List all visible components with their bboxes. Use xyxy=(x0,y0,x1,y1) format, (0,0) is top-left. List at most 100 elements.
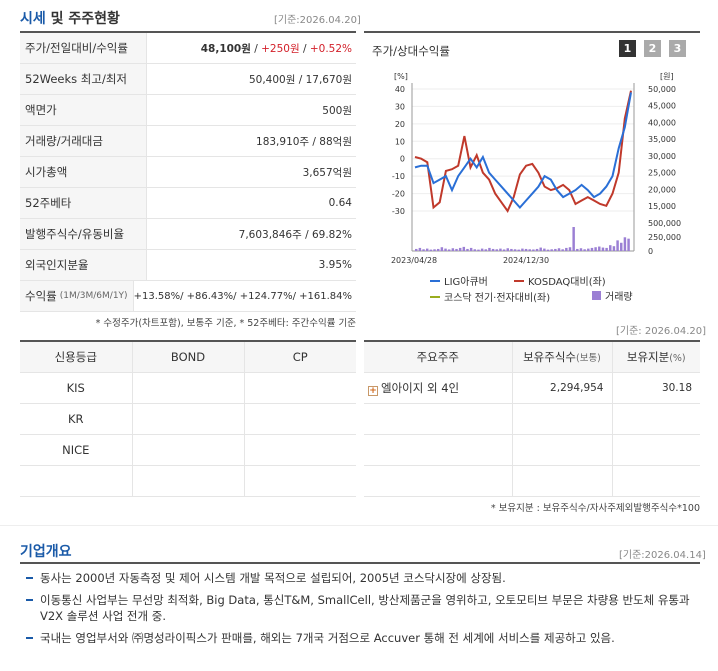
quote-value: 3,657억원 xyxy=(302,166,352,179)
volume-bar xyxy=(455,248,458,251)
quote-row-marketcap: 시가총액 3,657억원 xyxy=(20,157,356,188)
section-title-market: 시세 및 주주현황 xyxy=(20,8,120,28)
table-row xyxy=(364,433,700,466)
quote-label: 액면가 xyxy=(20,95,147,125)
section-divider xyxy=(0,525,718,526)
overview-title: 기업개요 xyxy=(20,544,72,560)
market-as-of: [기준:2026.04.20] xyxy=(274,15,361,26)
chart-tab-3[interactable]: 3 xyxy=(669,40,686,57)
expand-plus-icon[interactable]: + xyxy=(368,385,378,396)
right-tick-label: 45,000 xyxy=(648,102,676,111)
table-row: + 엘아이지 외 4인 2,294,954 30.18 xyxy=(364,371,700,404)
credit-header: CP xyxy=(243,340,356,373)
volume-bar xyxy=(572,227,575,251)
credit-header: 신용등급 xyxy=(20,340,133,373)
holder-shares: 2,294,954 xyxy=(511,371,613,404)
left-tick-label: -10 xyxy=(392,172,405,181)
right-tick-label: 35,000 xyxy=(648,135,676,144)
legend-kosdaq: KOSDAQ대비(좌) xyxy=(528,276,606,288)
chart-tab-2[interactable]: 2 xyxy=(644,40,661,57)
volume-tick-label: 500,000 xyxy=(648,219,681,228)
credit-cp xyxy=(243,433,356,466)
volume-bar xyxy=(561,249,564,251)
volume-bar xyxy=(506,248,509,251)
left-tick-label: 10 xyxy=(395,137,405,146)
volume-bar xyxy=(546,249,550,251)
chart-panel: 주가/상대수익률 1 2 3 [%] [원] 40 30 20 10 0 -10 -20 -30 5… xyxy=(364,31,700,310)
volume-bar xyxy=(623,237,627,251)
quote-value: 3.95% xyxy=(318,259,352,271)
holders-header: 주요주주 xyxy=(364,340,513,373)
volume-bar xyxy=(616,240,619,251)
volume-bar xyxy=(554,248,557,251)
quote-value: 0.64 xyxy=(328,197,352,209)
volume-bar xyxy=(543,248,546,251)
holders-header: 보유지분(%) xyxy=(611,340,700,373)
quote-row-foreign: 외국인지분율 3.95% xyxy=(20,250,356,281)
volume-bar xyxy=(612,246,616,251)
quote-value: 48,100원 / +250원 / +0.52% xyxy=(200,42,352,55)
volume-bar xyxy=(462,246,466,251)
table-row xyxy=(364,464,700,497)
left-axis-unit: [%] xyxy=(394,72,408,81)
volume-bar xyxy=(565,247,568,251)
volume-bar xyxy=(510,248,513,251)
legend-sector: 코스닥 전기·전자대비(좌) xyxy=(444,292,550,304)
holder-name-cell[interactable]: + 엘아이지 외 4인 xyxy=(364,371,513,404)
credit-agency: NICE xyxy=(20,433,133,466)
section-title-main: 시세 xyxy=(20,11,46,27)
credit-bond xyxy=(131,433,245,466)
volume-bar xyxy=(579,248,583,251)
volume-bar xyxy=(429,249,433,251)
volume-bar xyxy=(433,249,436,251)
volume-bar xyxy=(499,248,502,251)
quote-label: 52주베타 xyxy=(20,188,147,218)
volume-bar xyxy=(491,248,495,251)
x-tick-label: 2024/12/30 xyxy=(503,256,549,265)
right-tick-label: 50,000 xyxy=(648,85,676,94)
list-item: 이동통신 사업부는 무선망 최적화, Big Data, 통신T&M, Smal… xyxy=(20,592,700,624)
right-tick-label: 30,000 xyxy=(648,152,676,161)
left-tick-label: 0 xyxy=(400,155,405,164)
credit-rating-table: 신용등급 BOND CP KIS KR NICE xyxy=(20,340,356,497)
volume-bar xyxy=(415,248,418,251)
quote-row-returns: 수익률 (1M/3M/6M/1Y) +13.58%/ +86.43%/ +124.… xyxy=(20,281,356,312)
price-change: +250원 xyxy=(261,42,300,55)
legend-stock: LIG아큐버 xyxy=(444,276,488,288)
quote-label: 수익률 (1M/3M/6M/1Y) xyxy=(20,281,134,311)
holders-header: 보유주식수(보통) xyxy=(511,340,613,373)
volume-bar xyxy=(550,249,553,251)
quote-row-52w: 52Weeks 최고/최저 50,400원 / 17,670원 xyxy=(20,64,356,95)
volume-bar xyxy=(528,249,531,251)
credit-bond xyxy=(131,402,245,435)
x-tick-label: 2023/04/28 xyxy=(391,256,437,265)
left-tick-label: 40 xyxy=(395,85,405,94)
volume-bar xyxy=(451,248,455,251)
table-row xyxy=(364,402,700,435)
left-tick-label: 30 xyxy=(395,102,405,111)
volume-bar xyxy=(488,247,491,251)
price-relative-chart: [%] [원] 40 30 20 10 0 -10 -20 -30 50,000 45,000 40,0… xyxy=(391,72,681,304)
table-row: KIS xyxy=(20,371,356,404)
current-price: 48,100원 xyxy=(200,42,251,55)
quote-value: 7,603,846주 / 69.82% xyxy=(238,228,352,241)
holders-note: * 보유지분 : 보유주식수/자사주제외발행주식수*100 xyxy=(490,503,700,514)
legend-volume-swatch xyxy=(592,291,601,300)
credit-bond xyxy=(131,464,245,497)
volume-bar xyxy=(605,247,608,251)
volume-bar xyxy=(576,248,579,251)
quote-label: 외국인지분율 xyxy=(20,250,147,280)
volume-bar xyxy=(422,249,425,251)
volume-bar xyxy=(440,247,444,251)
table-row: KR xyxy=(20,402,356,435)
volume-bar xyxy=(484,249,488,251)
quote-row-price: 주가/전일대비/수익률 48,100원 / +250원 / +0.52% xyxy=(20,33,356,64)
volume-bar xyxy=(627,238,630,251)
chart-tab-1[interactable]: 1 xyxy=(619,40,636,57)
right-tick-label: 40,000 xyxy=(648,118,676,127)
chart-title: 주가/상대수익률 xyxy=(372,44,450,58)
volume-bar xyxy=(469,247,473,251)
quote-value: 50,400원 / 17,670원 xyxy=(248,73,352,86)
right-tick-label: 15,000 xyxy=(648,202,676,211)
right-axis-unit: [원] xyxy=(660,72,674,81)
